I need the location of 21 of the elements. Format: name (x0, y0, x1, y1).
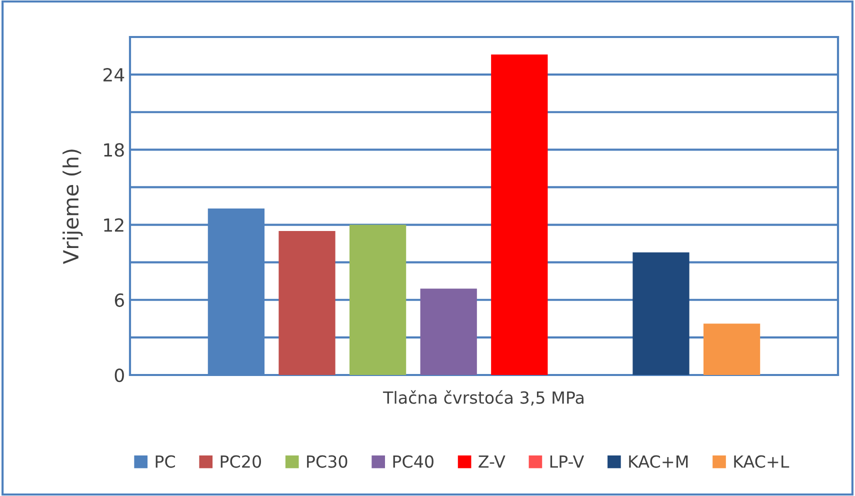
bar (632, 252, 690, 375)
legend-label: PC (156, 455, 175, 468)
legend-label: KAC+L (734, 455, 790, 468)
y-tick-label: 6 (114, 293, 124, 308)
y-tick-label: 24 (103, 68, 124, 82)
bar (420, 288, 477, 375)
y-axis-title: Vrijeme (h) (62, 150, 83, 264)
legend-label: PC20 (220, 455, 261, 468)
bar (491, 54, 548, 375)
x-axis-title: Tlačna čvrstoća 3,5 MPa (382, 390, 584, 406)
y-tick-label: 18 (104, 143, 124, 157)
bar (703, 324, 760, 375)
y-tick-label: 0 (114, 368, 124, 382)
legend-label: KAC+M (629, 455, 688, 468)
y-tick-label: 12 (104, 218, 124, 232)
legend-label: PC30 (307, 455, 348, 468)
bar (349, 224, 406, 375)
legend-label: Z-V (478, 455, 506, 468)
legend-label: PC40 (393, 455, 434, 468)
legend-label: LP-V (550, 455, 584, 468)
bar (278, 231, 336, 375)
